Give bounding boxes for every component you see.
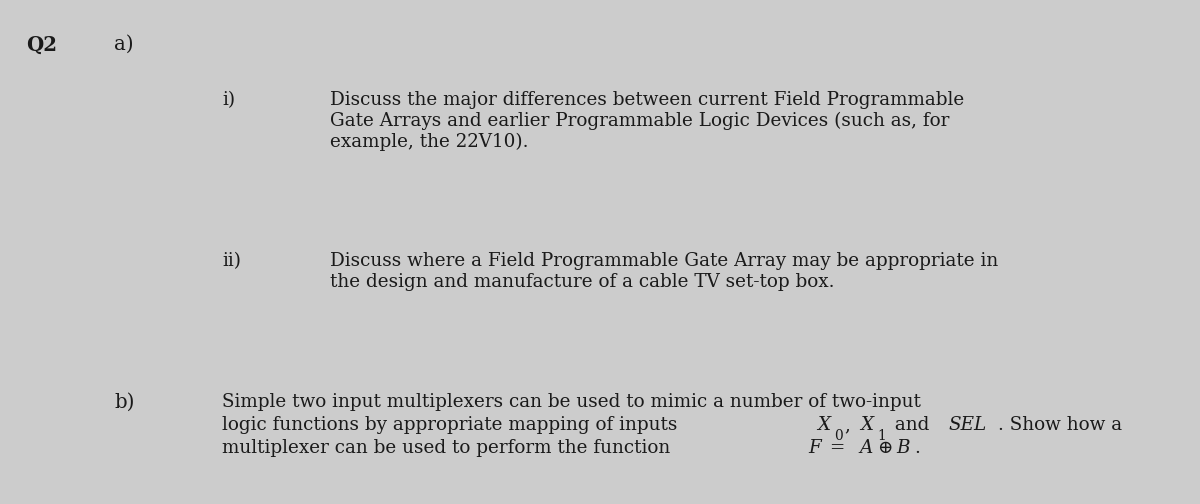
Text: ⊕: ⊕ bbox=[877, 439, 892, 458]
Text: F: F bbox=[808, 439, 821, 458]
Text: X: X bbox=[817, 416, 830, 434]
Text: logic functions by appropriate mapping of inputs: logic functions by appropriate mapping o… bbox=[222, 416, 683, 434]
Text: and: and bbox=[889, 416, 935, 434]
Text: 1: 1 bbox=[877, 429, 887, 443]
Text: ,: , bbox=[845, 416, 857, 434]
Text: Discuss the major differences between current Field Programmable
Gate Arrays and: Discuss the major differences between cu… bbox=[330, 91, 965, 151]
Text: a): a) bbox=[114, 35, 133, 54]
Text: A: A bbox=[859, 439, 872, 458]
Text: multiplexer can be used to perform the function: multiplexer can be used to perform the f… bbox=[222, 439, 676, 458]
Text: Discuss where a Field Programmable Gate Array may be appropriate in
the design a: Discuss where a Field Programmable Gate … bbox=[330, 252, 998, 291]
Text: b): b) bbox=[114, 393, 134, 412]
Text: i): i) bbox=[222, 91, 235, 109]
Text: Q2: Q2 bbox=[26, 35, 58, 55]
Text: X: X bbox=[860, 416, 874, 434]
Text: =: = bbox=[824, 439, 852, 458]
Text: .: . bbox=[914, 439, 920, 458]
Text: SEL: SEL bbox=[948, 416, 986, 434]
Text: Simple two input multiplexers can be used to mimic a number of two-input: Simple two input multiplexers can be use… bbox=[222, 393, 920, 411]
Text: B: B bbox=[896, 439, 910, 458]
Text: 0: 0 bbox=[834, 429, 842, 443]
Text: . Show how a: . Show how a bbox=[998, 416, 1122, 434]
Text: ii): ii) bbox=[222, 252, 241, 270]
